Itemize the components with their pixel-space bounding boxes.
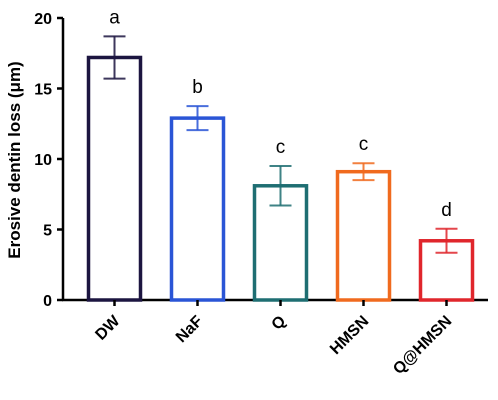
significance-letter: a (109, 7, 120, 28)
x-tick-label: Q (269, 313, 290, 334)
plot-area: 0 5 10 15 20 a DW b NaF c Qc HMSN d Q@HMSN (34, 7, 488, 378)
y-tick-label: 5 (43, 223, 52, 240)
bar-hmsn (335, 169, 392, 302)
y-tick-label: 20 (34, 11, 52, 28)
x-tick-label: Q@HMSN (390, 313, 455, 378)
bar-dw (86, 55, 143, 302)
x-tick-label: HMSN (327, 313, 372, 358)
y-tick-label: 0 (43, 293, 52, 310)
significance-letter: c (276, 137, 286, 158)
y-tick-label: 15 (34, 82, 52, 99)
significance-letter: c (359, 134, 369, 155)
x-tick-label: NaF (173, 313, 207, 347)
y-tick-label: 10 (34, 152, 52, 169)
significance-letter: b (192, 77, 203, 98)
significance-letter: d (441, 200, 452, 221)
bar-naf (169, 116, 226, 302)
x-tick-label: DW (92, 312, 124, 344)
y-axis-title: Erosive dentin loss (μm) (5, 61, 24, 258)
